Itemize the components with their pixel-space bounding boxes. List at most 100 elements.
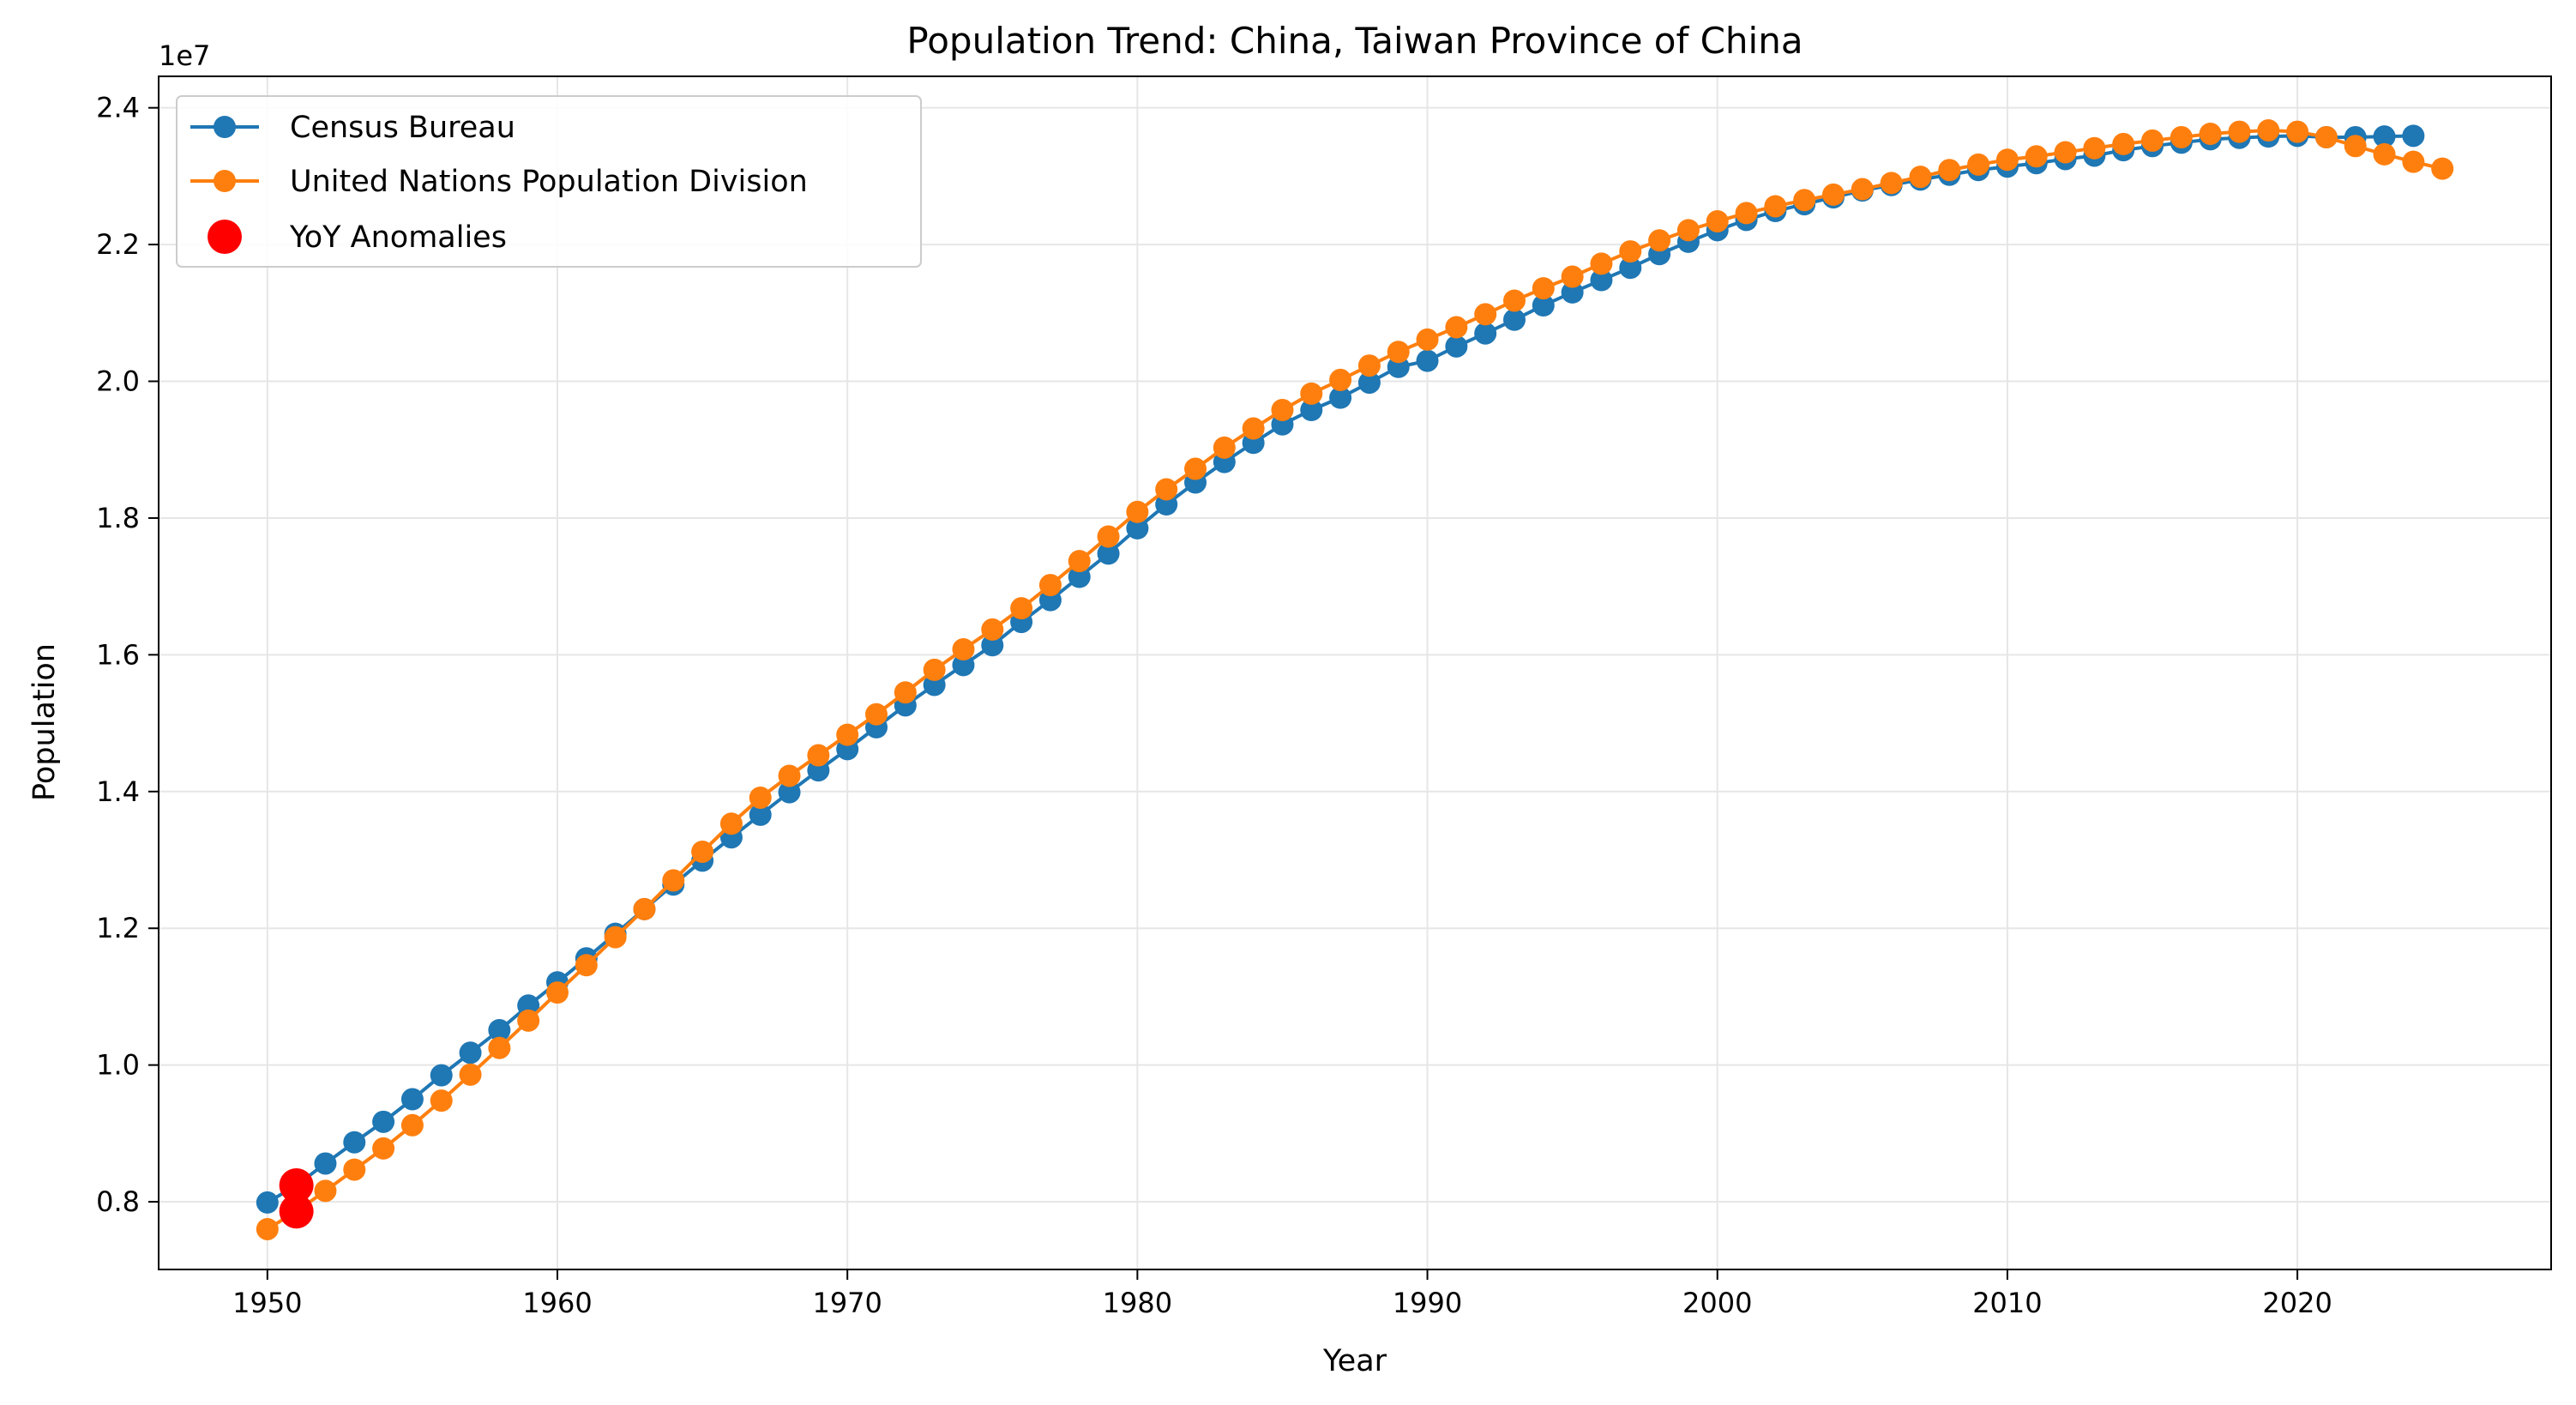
data-point [546,981,569,1004]
data-point [1880,172,1903,195]
data-point [1474,322,1497,345]
data-point [1155,478,1178,501]
x-tick-label: 1980 [1103,1287,1172,1319]
data-point [1735,202,1758,225]
data-point [633,897,656,920]
data-point [1416,328,1439,351]
data-point [459,1063,482,1086]
data-point [314,1179,337,1203]
data-point [1242,417,1265,440]
data-point [1126,500,1149,523]
data-point [400,1088,424,1111]
data-point [1532,277,1555,300]
data-point [865,702,888,726]
data-point [2199,122,2222,145]
data-point [372,1137,395,1160]
data-point [1416,349,1439,372]
data-point [1967,153,1990,176]
data-point [1068,565,1091,588]
data-point [1329,368,1352,391]
data-point [1590,268,1613,292]
legend-marker-anomalies [208,220,242,254]
data-point [343,1158,366,1181]
data-point [314,1152,337,1175]
legend-marker-un [214,170,236,192]
series-line [266,128,2443,1231]
data-point [1764,195,1787,218]
data-point [343,1131,366,1154]
data-point [1038,574,1062,597]
y-tick-label: 2.0 [96,365,140,398]
data-point [691,840,714,863]
data-point [1387,341,1410,364]
legend-label-census: Census Bureau [290,111,515,145]
data-point [1184,457,1207,480]
x-tick-label: 2000 [1682,1287,1752,1319]
data-point [1097,542,1120,565]
data-point [1329,386,1352,409]
data-point [1126,516,1149,540]
series-2 [279,1167,314,1229]
y-tick-label: 1.4 [96,775,140,808]
data-point [256,1191,279,1214]
data-point [1010,597,1033,620]
series-layer [256,118,2454,1240]
data-point [488,1019,511,1042]
data-point [2228,120,2251,143]
data-point [952,654,975,677]
data-point [1793,189,1816,212]
y-axis-label: Population [27,643,62,801]
data-point [1532,294,1555,317]
data-point [1068,550,1091,573]
data-point [778,764,801,787]
data-point [2257,118,2280,142]
data-point [719,812,743,835]
legend-entry-un: United Nations Population Division [190,165,808,199]
data-point [2373,142,2396,166]
legend-marker-census [214,116,236,138]
data-point [1445,335,1468,358]
anomaly-point [279,1167,314,1203]
y-tick-label: 0.8 [96,1185,140,1218]
y-axis-offset-label: 1e7 [159,39,210,72]
chart-title: Population Trend: China, Taiwan Province… [906,20,1803,62]
x-axis-label: Year [1322,1344,1387,1378]
data-point [981,634,1004,657]
data-point [1357,371,1381,395]
data-point [1648,229,1671,252]
x-tick-label: 2010 [1972,1287,2042,1319]
data-point [2344,135,2367,158]
data-point [2314,125,2338,148]
data-point [836,723,859,746]
data-point [1590,252,1613,275]
data-point [604,926,627,949]
data-point [2141,129,2164,152]
data-point [1851,178,1874,201]
series-1 [256,118,2454,1240]
data-point [1503,308,1526,331]
data-point [981,618,1004,641]
data-point [1619,256,1642,280]
data-point [2402,124,2425,148]
data-point [952,637,975,660]
data-point [372,1110,395,1133]
legend-entry-anomalies: YoY Anomalies [208,220,507,255]
data-point [662,869,685,892]
data-point [2286,120,2309,143]
data-point [2025,145,2048,168]
data-point [1474,303,1497,326]
legend-entry-census: Census Bureau [190,111,515,145]
data-point [1357,354,1381,377]
data-point [400,1113,424,1137]
x-tick-label: 2020 [2262,1287,2332,1319]
y-tick-label: 2.2 [96,228,140,261]
y-tick-label: 2.4 [96,92,140,124]
data-point [430,1089,453,1113]
data-point [2373,125,2396,148]
data-point [2170,125,2193,148]
x-tick-label: 1950 [232,1287,302,1319]
data-point [2431,157,2454,180]
y-tick-label: 1.8 [96,502,140,534]
plot-frame [158,75,2552,1270]
